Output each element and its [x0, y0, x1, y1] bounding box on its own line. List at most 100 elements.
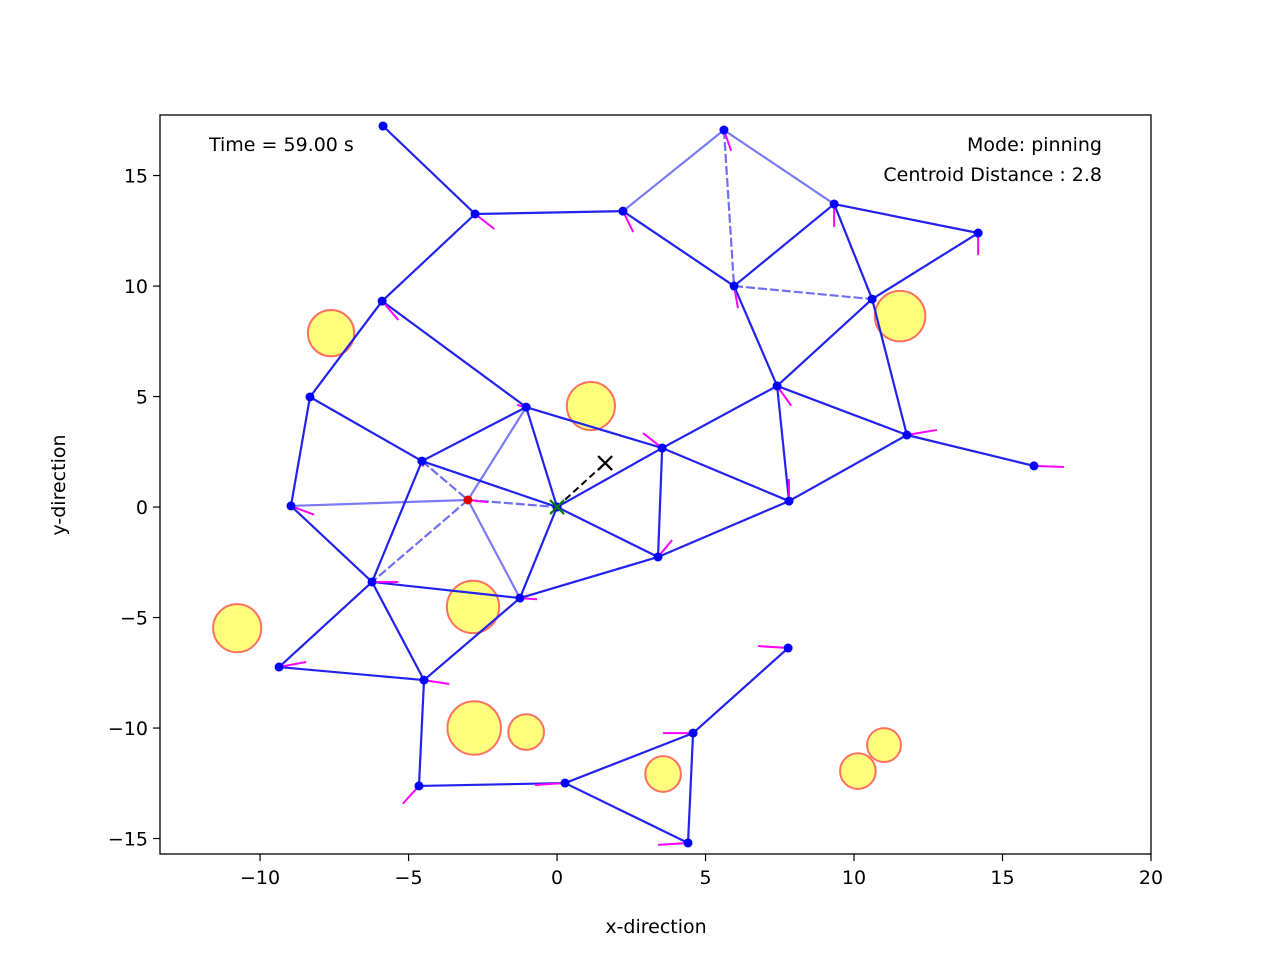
node-AD — [683, 838, 693, 848]
edge-C-G — [622, 210, 735, 287]
edge-O-T — [661, 447, 790, 503]
edge-L-O — [661, 384, 778, 450]
obstacle — [873, 289, 927, 343]
edge-Q-V — [290, 505, 373, 583]
edge-AC-AD — [564, 782, 689, 844]
x-tick-label: −10 — [240, 867, 280, 889]
edge-AA-AD — [686, 733, 695, 844]
edge-T-M — [788, 434, 908, 503]
node-K — [521, 402, 531, 412]
mode-annotation: Mode: pinning — [967, 134, 1102, 156]
edge-V-W — [371, 580, 521, 600]
edge-V-X — [278, 581, 373, 668]
y-tick-label: 15 — [124, 166, 148, 188]
node-J — [305, 392, 315, 402]
node-H — [867, 294, 877, 304]
edge-K-S — [525, 406, 559, 508]
edge-I-K — [381, 300, 527, 409]
edge-X-Y — [278, 665, 425, 682]
obstacle — [565, 380, 616, 432]
node-AA — [688, 728, 698, 738]
edge-W-S — [518, 506, 559, 599]
node-Z — [783, 643, 793, 653]
node-L — [772, 381, 782, 391]
plot-area — [212, 121, 1065, 848]
obstacle — [446, 700, 502, 756]
centroid-marker-stroke — [549, 499, 565, 515]
edge-W-U — [519, 555, 659, 600]
force-vector-AC — [535, 782, 566, 787]
edge-L-T — [776, 385, 791, 502]
edge-R-V — [371, 499, 469, 583]
obstacle — [644, 755, 682, 793]
edge-AA-Z — [692, 647, 789, 734]
force-vector-X — [278, 660, 307, 669]
y-tick-label: −15 — [108, 829, 148, 851]
centroid-marker — [549, 499, 565, 515]
obstacle — [839, 752, 877, 790]
y-tick-label: 5 — [136, 387, 148, 409]
node-C — [618, 206, 628, 216]
edge-K-P — [421, 406, 527, 463]
obstacle — [306, 308, 356, 358]
node-AB — [414, 781, 424, 791]
edge-G-E — [733, 203, 835, 287]
y-ticks: −15 −10 −5 0 5 10 15 — [108, 166, 160, 851]
x-tick-label: −5 — [395, 867, 423, 889]
node-G — [729, 281, 739, 291]
node-F — [973, 228, 983, 238]
node-Y — [419, 675, 429, 685]
obstacle — [507, 713, 545, 751]
time-annotation: Time = 59.00 s — [208, 134, 354, 156]
axes-frame — [159, 114, 1152, 855]
force-vector-N — [1033, 464, 1065, 469]
edge-D-E — [723, 129, 835, 205]
edge-C-D — [622, 129, 725, 212]
edge-D-G — [722, 129, 736, 287]
pinned-node — [463, 495, 473, 505]
y-tick-label: 0 — [136, 497, 148, 519]
edge-T-U — [657, 500, 790, 558]
y-tick-label: 10 — [124, 276, 148, 298]
node-P — [417, 456, 427, 466]
y-axis-label: y-direction — [48, 434, 70, 535]
edge-E-H — [833, 203, 874, 300]
edge-L-M — [776, 384, 908, 437]
node-M — [902, 430, 912, 440]
edge-P-R — [421, 460, 469, 501]
node-E — [829, 199, 839, 209]
edge-E-F — [833, 202, 979, 235]
edge-F-H — [871, 232, 979, 301]
node-O — [657, 443, 667, 453]
node-W — [515, 593, 525, 603]
node-N — [1029, 461, 1039, 471]
edge-I-J — [309, 300, 384, 398]
x-tick-label: 20 — [1139, 867, 1163, 889]
edge-R-W — [466, 499, 521, 599]
edge-W-Y — [423, 597, 521, 681]
edge-G-H — [733, 284, 873, 301]
target-marker-stroke — [597, 455, 613, 471]
y-tick-label: −10 — [108, 718, 148, 740]
edge-G-L — [733, 285, 779, 387]
force-vector-AD — [657, 841, 689, 846]
y-tick-label: −5 — [120, 608, 148, 630]
obstacle — [866, 727, 902, 763]
node-Q — [286, 501, 296, 511]
edge-Y-AB — [417, 680, 426, 786]
edge-J-P — [309, 396, 423, 463]
x-ticks: −10 −5 0 5 10 15 20 — [240, 854, 1163, 889]
edge-O-U — [656, 447, 664, 558]
target-marker — [597, 455, 613, 471]
edge-J-Q — [289, 396, 312, 507]
node-X — [274, 662, 284, 672]
edge-M-N — [906, 433, 1035, 468]
node-AC — [560, 778, 570, 788]
edge-H-L — [776, 298, 873, 387]
edge-B-I — [381, 213, 476, 302]
edge-AB-AC — [418, 781, 566, 788]
edge-K-R — [467, 406, 528, 501]
edge-S-U — [556, 506, 659, 558]
centroid-distance-annotation: Centroid Distance : 2.8 — [883, 164, 1102, 186]
